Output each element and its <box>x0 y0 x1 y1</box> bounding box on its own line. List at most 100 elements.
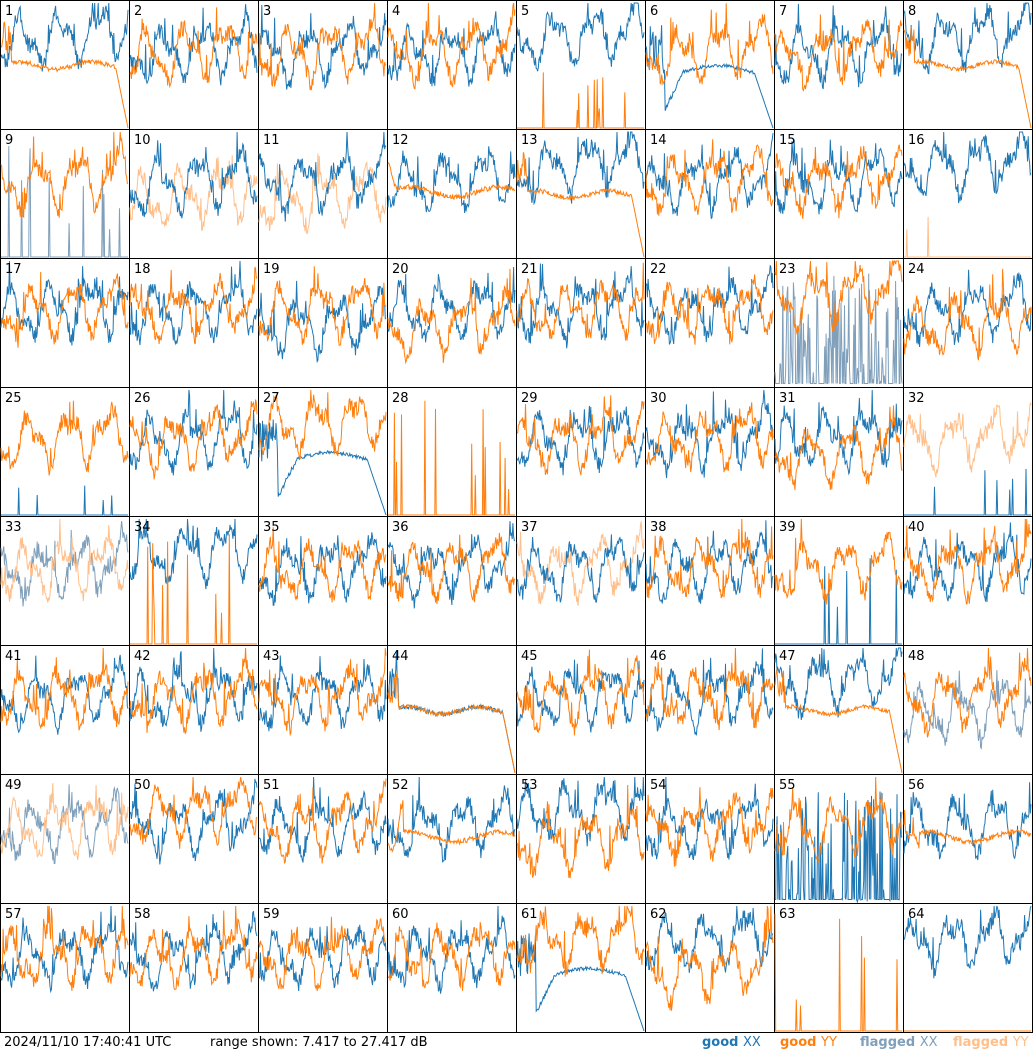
series-xx <box>258 4 387 90</box>
panel-2: 2 <box>129 0 259 130</box>
series-xx <box>258 131 387 222</box>
series-xx <box>258 280 387 364</box>
series-xx <box>645 389 774 479</box>
panel-63: 63 <box>774 903 904 1033</box>
panel-label: 10 <box>134 133 151 148</box>
series-xx <box>903 522 1032 603</box>
panel-label: 3 <box>263 4 271 19</box>
panel-label: 11 <box>263 133 280 148</box>
panel-label: 22 <box>650 262 667 277</box>
panel-16: 16 <box>903 129 1033 259</box>
panel-62: 62 <box>645 903 775 1033</box>
legend-good-yy-pol: YY <box>821 1035 837 1050</box>
panel-4: 4 <box>387 0 517 130</box>
panel-label: 58 <box>134 907 151 922</box>
series-yy <box>516 395 645 476</box>
panel-label: 64 <box>908 907 925 922</box>
panel-39: 39 <box>774 516 904 646</box>
series-yy <box>774 14 903 92</box>
panel-frame <box>0 774 130 904</box>
panel-frame <box>903 774 1033 904</box>
panel-57: 57 <box>0 903 130 1033</box>
series-yy <box>0 518 129 603</box>
panel-17: 17 <box>0 258 130 388</box>
panel-label: 63 <box>779 907 796 922</box>
series-yy <box>388 922 516 991</box>
series-yy <box>645 402 774 473</box>
panel-frame <box>774 774 904 904</box>
series-xx <box>903 670 1032 750</box>
series-xx <box>129 910 258 992</box>
panel-30: 30 <box>645 387 775 517</box>
panel-label: 26 <box>134 391 151 406</box>
panel-label: 2 <box>134 4 142 19</box>
panel-frame <box>129 516 259 646</box>
series-yy <box>774 670 903 774</box>
panel-label: 52 <box>392 778 409 793</box>
series-yy <box>645 905 774 1011</box>
panel-label: 56 <box>908 778 925 793</box>
series-yy <box>388 400 515 516</box>
series-yy <box>903 809 1032 849</box>
panel-label: 23 <box>779 262 796 277</box>
series-yy <box>0 21 129 129</box>
series-yy <box>774 259 903 335</box>
series-xx <box>258 532 387 606</box>
series-yy <box>387 532 516 605</box>
panel-label: 38 <box>650 520 667 535</box>
panel-frame <box>258 645 388 775</box>
panel-48: 48 <box>903 645 1033 775</box>
series-xx <box>129 518 258 590</box>
panel-10: 10 <box>129 129 259 259</box>
series-yy <box>129 399 258 480</box>
series-yy <box>258 2 387 91</box>
series-yy <box>774 518 903 605</box>
series-xx <box>258 655 387 732</box>
panel-frame <box>387 0 517 130</box>
series-xx <box>903 1 1032 75</box>
legend-good-xx: good XX <box>702 1035 761 1051</box>
timestamp-label: 2024/11/10 17:40:41 UTC <box>4 1035 172 1050</box>
panel-label: 55 <box>779 778 796 793</box>
panel-label: 50 <box>134 778 151 793</box>
series-yy <box>129 647 258 735</box>
series-yy <box>387 672 516 774</box>
series-xx <box>129 132 258 219</box>
series-yy <box>258 647 387 737</box>
series-xx <box>774 139 903 215</box>
series-xx <box>516 131 645 206</box>
series-xx <box>645 648 774 736</box>
series-yy <box>387 800 516 853</box>
panel-19: 19 <box>258 258 388 388</box>
panel-32: 32 <box>903 387 1033 517</box>
panel-37: 37 <box>516 516 646 646</box>
panel-frame <box>903 645 1033 775</box>
panel-label: 25 <box>5 391 22 406</box>
panel-14: 14 <box>645 129 775 259</box>
series-yy <box>258 778 387 864</box>
series-yy <box>516 521 645 606</box>
panel-frame <box>516 774 646 904</box>
panel-label: 60 <box>392 907 409 922</box>
panel-label: 35 <box>263 520 280 535</box>
series-xx <box>645 520 774 604</box>
series-yy <box>0 400 129 476</box>
panel-label: 37 <box>521 520 538 535</box>
series-xx <box>0 521 129 607</box>
series-yy <box>129 905 258 991</box>
series-yy <box>0 131 129 219</box>
panel-label: 34 <box>134 520 151 535</box>
panel-9: 9 <box>0 129 130 259</box>
series-xx <box>516 405 645 476</box>
series-xx <box>903 782 1032 861</box>
panel-frame <box>129 645 259 775</box>
panel-33: 33 <box>0 516 130 646</box>
panel-56: 56 <box>903 774 1033 904</box>
panel-18: 18 <box>129 258 259 388</box>
panel-49: 49 <box>0 774 130 904</box>
series-yy <box>645 3 774 86</box>
series-xx <box>516 659 645 733</box>
panel-frame <box>129 903 259 1033</box>
panel-44: 44 <box>387 645 517 775</box>
panel-label: 14 <box>650 133 667 148</box>
